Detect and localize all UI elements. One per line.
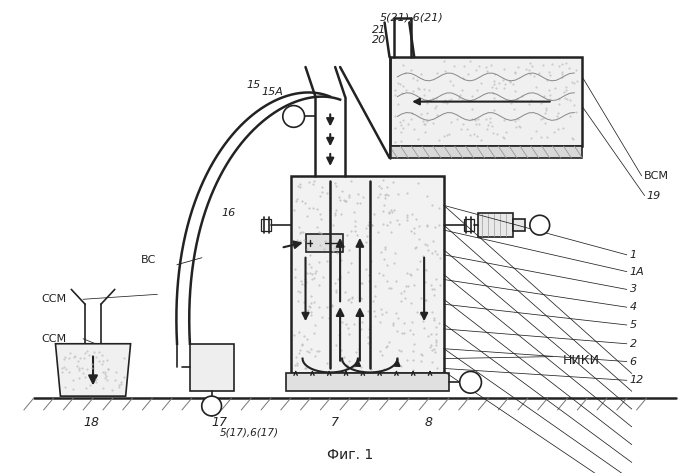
Polygon shape <box>55 344 131 396</box>
Text: 8: 8 <box>425 416 433 429</box>
Text: 15А: 15А <box>261 87 283 97</box>
Text: 5: 5 <box>630 320 637 330</box>
Text: Фиг. 1: Фиг. 1 <box>327 447 373 462</box>
Text: ССМ: ССМ <box>42 294 67 304</box>
Bar <box>479 213 513 237</box>
Bar <box>389 57 582 146</box>
Bar <box>291 176 444 373</box>
Text: 1А: 1А <box>630 267 644 277</box>
Text: 3: 3 <box>630 284 637 294</box>
Bar <box>389 146 582 158</box>
Text: ВСМ: ВСМ <box>644 171 668 181</box>
Text: 20: 20 <box>372 35 386 45</box>
Text: 19: 19 <box>647 190 661 200</box>
Text: 1: 1 <box>630 250 637 260</box>
Text: 21: 21 <box>372 25 386 35</box>
Bar <box>261 219 271 231</box>
Bar <box>286 373 449 391</box>
Text: 4: 4 <box>630 302 637 312</box>
Circle shape <box>202 396 222 416</box>
Text: 5(21),6(21): 5(21),6(21) <box>380 13 443 23</box>
Text: НИКИ: НИКИ <box>563 354 600 367</box>
Text: 5(17),6(17): 5(17),6(17) <box>219 428 279 438</box>
Text: 6: 6 <box>630 357 637 367</box>
Bar <box>463 219 473 231</box>
Text: 18: 18 <box>83 416 99 429</box>
Text: 12: 12 <box>630 375 644 385</box>
Bar <box>305 234 343 252</box>
Text: ВС: ВС <box>140 255 156 265</box>
Bar <box>190 344 234 391</box>
Bar <box>513 219 525 231</box>
Circle shape <box>530 215 549 235</box>
Text: 17: 17 <box>212 416 228 429</box>
Text: 7: 7 <box>331 416 339 429</box>
Circle shape <box>460 371 482 393</box>
Text: 2: 2 <box>630 339 637 349</box>
Text: ССМ: ССМ <box>42 334 67 344</box>
Text: 16: 16 <box>222 208 236 218</box>
Text: 15: 15 <box>246 80 261 90</box>
Circle shape <box>283 106 305 127</box>
